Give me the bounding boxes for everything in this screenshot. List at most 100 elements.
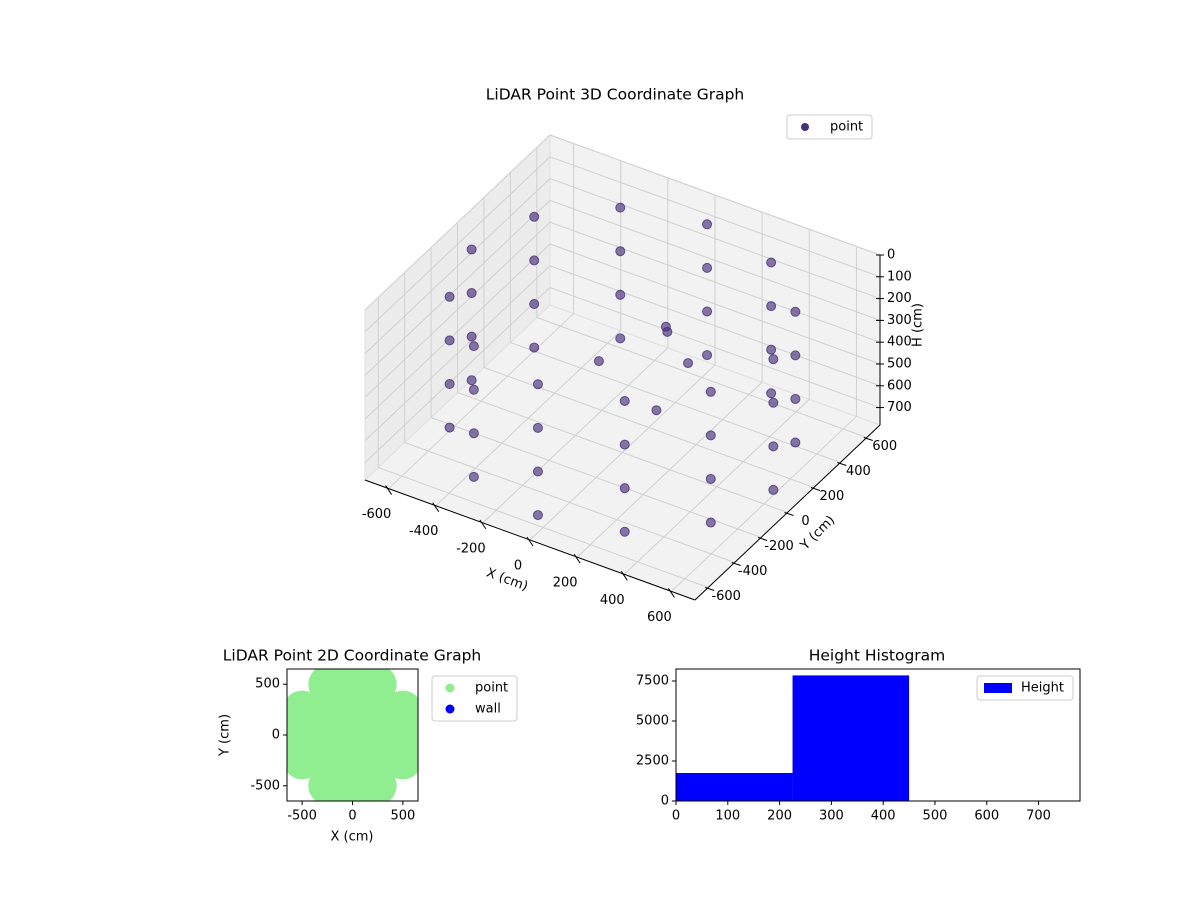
point	[444, 422, 455, 433]
point	[468, 471, 479, 482]
tick-mark	[668, 588, 675, 598]
tick-mark	[479, 519, 487, 530]
grid-line	[364, 243, 551, 420]
tick-mark	[863, 437, 873, 441]
z-tick-label: 100	[887, 269, 912, 284]
x-tick-label: 0	[514, 559, 522, 574]
point	[619, 483, 630, 494]
legend-label: wall	[475, 702, 501, 717]
x-tick-label: 0	[672, 809, 680, 824]
tick-mark	[837, 462, 847, 466]
point	[532, 510, 543, 521]
grid-line	[549, 134, 881, 256]
x-tick-label: -600	[362, 507, 392, 522]
chart-title: LiDAR Point 3D Coordinate Graph	[486, 86, 744, 104]
y-tick-label: 0	[801, 514, 809, 529]
point	[651, 405, 662, 416]
z-tick-label: 400	[887, 335, 912, 350]
legend-box	[976, 675, 1074, 701]
tick-mark	[731, 562, 741, 566]
grid-line	[536, 317, 867, 438]
point	[466, 375, 477, 386]
y-tick-label: 7500	[636, 674, 669, 689]
x-tick-label: 400	[600, 593, 625, 608]
x-tick-label: 600	[974, 809, 999, 824]
z-tick-label: 200	[887, 291, 912, 306]
point	[705, 430, 716, 441]
point	[768, 397, 779, 408]
point	[766, 388, 777, 399]
y-axis-label: Y (cm)	[218, 714, 233, 757]
bar	[676, 773, 793, 801]
grid-line	[364, 265, 551, 442]
point	[529, 255, 540, 266]
point	[615, 202, 626, 213]
x-axis	[364, 479, 696, 601]
grid-line	[364, 200, 551, 376]
point	[444, 291, 455, 302]
point	[702, 219, 713, 230]
point	[593, 356, 604, 367]
y-tick-label: 600	[872, 439, 897, 454]
x-tick-label: 200	[767, 809, 792, 824]
z-tick-label: 600	[887, 378, 912, 393]
x-axis-label: X (cm)	[331, 830, 374, 845]
point	[705, 473, 716, 484]
x-tick-label: 500	[390, 809, 415, 824]
point	[619, 395, 630, 406]
x-tick-label: -500	[287, 809, 317, 824]
z-tick-label: 300	[887, 313, 912, 328]
legend-box	[431, 675, 518, 722]
y-tick-label: -600	[711, 589, 741, 604]
tick-mark	[784, 512, 794, 516]
grid-line	[549, 265, 881, 387]
point	[702, 262, 713, 273]
point	[529, 298, 540, 309]
x-tick-label: -200	[456, 541, 486, 556]
point	[532, 422, 543, 433]
legend-patch	[984, 683, 1012, 693]
y-axis	[694, 424, 881, 601]
point	[768, 441, 779, 452]
grid-line	[364, 156, 551, 333]
point	[790, 306, 801, 317]
tick-mark	[620, 571, 628, 581]
legend-marker	[445, 704, 455, 714]
point	[683, 358, 694, 369]
point	[768, 354, 779, 365]
x-tick-label: 0	[348, 809, 356, 824]
point	[615, 333, 626, 344]
z-tick-label: 500	[887, 356, 912, 371]
chart-title: LiDAR Point 2D Coordinate Graph	[223, 647, 481, 665]
tick-mark	[705, 587, 715, 591]
z-tick-label: 0	[887, 248, 895, 263]
point	[790, 393, 801, 404]
legend-marker	[445, 683, 455, 693]
legend-box	[786, 114, 873, 140]
grid-line	[364, 178, 551, 354]
grid-line	[549, 178, 881, 300]
tick-mark	[526, 536, 534, 547]
x-tick-label: 200	[553, 576, 578, 591]
point	[532, 466, 543, 477]
grid-line	[430, 417, 762, 538]
y-tick-label: -500	[250, 778, 280, 793]
y-tick-label: 0	[272, 728, 280, 743]
point	[468, 428, 479, 439]
grid-line	[378, 467, 709, 588]
point	[444, 335, 455, 346]
y-tick-label: 5000	[636, 714, 669, 729]
point	[766, 301, 777, 312]
x-tick-label: 600	[647, 610, 672, 625]
point	[444, 378, 455, 389]
point	[468, 341, 479, 352]
x-tick-label: -400	[409, 524, 439, 539]
point	[619, 439, 630, 450]
grid-line	[549, 221, 881, 343]
point	[468, 384, 479, 395]
legend-label: Height	[1021, 681, 1064, 696]
point	[768, 484, 779, 495]
grid-line	[510, 342, 841, 463]
point	[529, 342, 540, 353]
